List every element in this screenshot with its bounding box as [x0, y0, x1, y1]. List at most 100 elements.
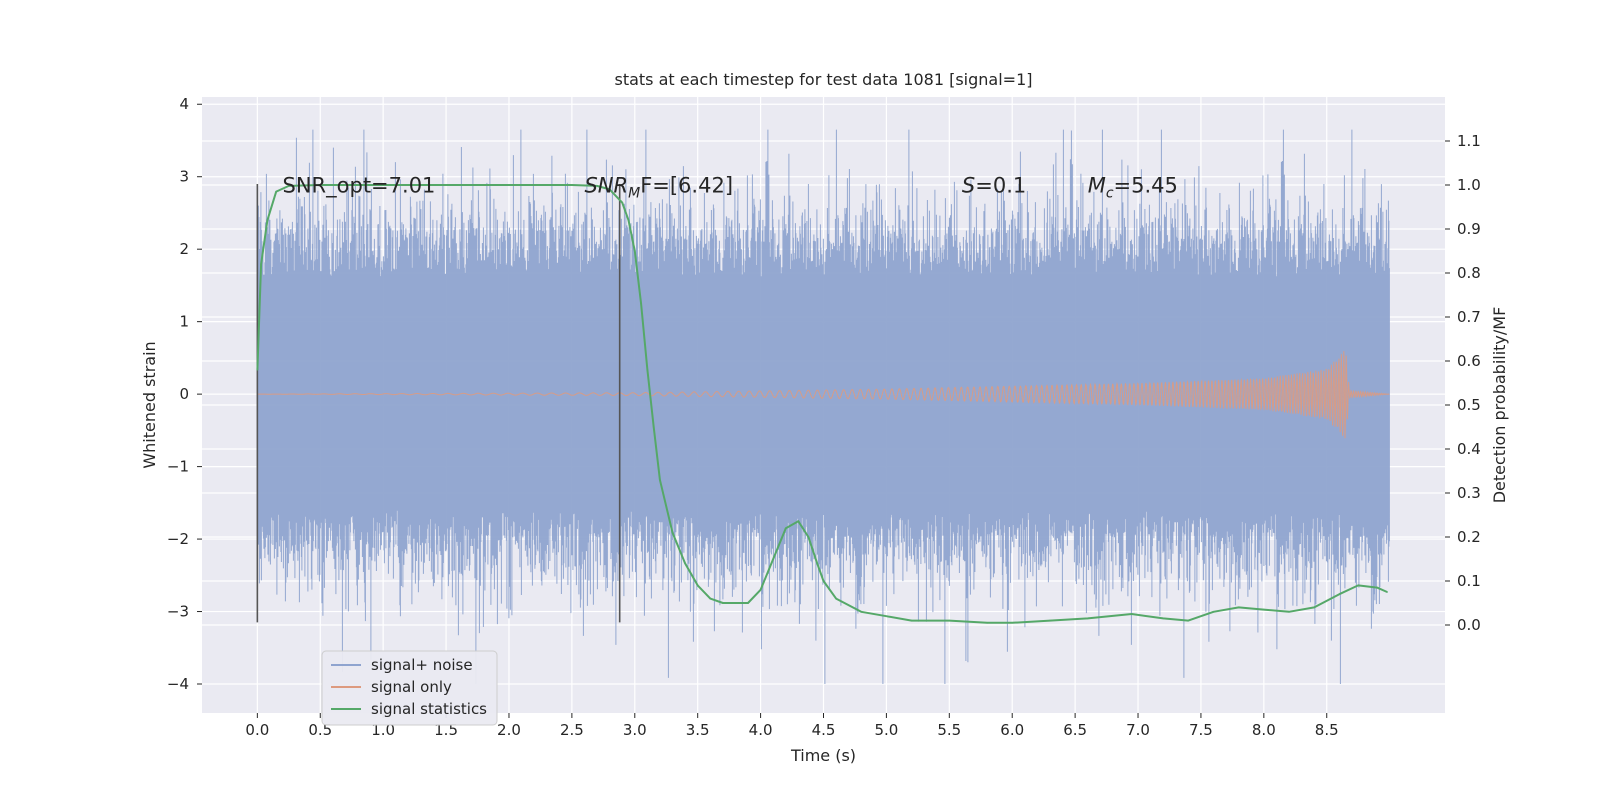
statistics-point — [822, 580, 825, 582]
y2-tick-label: 0.9 — [1457, 220, 1481, 238]
annotation-rest: =5.45 — [1114, 173, 1178, 197]
x-tick-label: 3.5 — [686, 721, 710, 739]
statistics-point — [807, 536, 810, 538]
statistics-point — [684, 562, 686, 565]
legend-label: signal statistics — [371, 700, 487, 718]
statistics-point — [508, 184, 510, 186]
y-tick-label: 3 — [179, 168, 189, 186]
statistics-point — [734, 602, 737, 604]
statistics-point — [627, 219, 630, 221]
y-axis-label: Whitened strain — [140, 341, 159, 468]
statistics-point — [1386, 591, 1388, 593]
statistics-point — [266, 219, 269, 221]
statistics-point — [1376, 586, 1378, 589]
legend-label: signal only — [371, 678, 452, 696]
statistics-point — [1313, 606, 1315, 609]
x-tick-label: 3.0 — [623, 721, 647, 739]
statistics-point — [797, 520, 800, 522]
y-tick-label: 0 — [179, 385, 189, 403]
x-tick-label: 0.0 — [245, 721, 269, 739]
y-tick-label: 2 — [179, 240, 189, 258]
statistics-point — [652, 426, 655, 428]
y-tick-label: −4 — [167, 675, 189, 693]
y2-tick-label: 0.5 — [1457, 396, 1481, 414]
y2-tick-label: 1.1 — [1457, 132, 1481, 150]
statistics-point — [319, 184, 322, 186]
statistics-point — [910, 619, 913, 622]
statistics-point — [596, 185, 598, 187]
statistics-point — [621, 201, 624, 204]
statistics-point — [646, 369, 649, 371]
x-tick-label: 6.5 — [1063, 721, 1087, 739]
statistics-point — [772, 558, 774, 560]
y-tick-label: −2 — [167, 530, 189, 548]
statistics-point — [722, 602, 724, 604]
series-signal-only — [257, 351, 1390, 439]
statistics-point — [986, 622, 988, 624]
y2-tick-label: 0.7 — [1457, 308, 1481, 326]
annotation-main: M — [1088, 173, 1106, 197]
statistics-point — [671, 531, 674, 534]
statistics-point — [608, 188, 611, 191]
x-tick-label: 4.0 — [749, 721, 773, 739]
annotation-text: SNR_opt=7.01 — [283, 173, 436, 198]
x-tick-label: 4.5 — [812, 721, 836, 739]
chart-title: stats at each timestep for test data 108… — [614, 70, 1032, 89]
annotation-rest: F=[6.42] — [640, 173, 733, 197]
x-tick-label: 8.0 — [1252, 721, 1276, 739]
statistics-point — [1288, 611, 1290, 613]
x-tick-label: 5.5 — [937, 721, 961, 739]
statistics-point — [1237, 606, 1240, 609]
statistics-point — [382, 184, 384, 186]
annotation-rest: =0.1 — [975, 173, 1026, 197]
y2-tick-label: 0.4 — [1457, 440, 1481, 458]
y2-tick-label: 0.3 — [1457, 484, 1481, 502]
statistics-point — [1212, 611, 1215, 613]
statistics-point — [759, 589, 762, 591]
statistics-point — [1263, 608, 1265, 611]
statistics-point — [1162, 617, 1164, 620]
statistics-point — [1187, 619, 1190, 622]
statistics-point — [260, 263, 262, 266]
statistics-point — [860, 611, 863, 613]
statistics-point — [816, 562, 819, 565]
annotation-main: SNR — [584, 173, 628, 197]
statistics-point — [1338, 593, 1341, 595]
y2-tick-label: 0.0 — [1457, 616, 1481, 634]
legend-box — [321, 650, 498, 726]
y-tick-label: 1 — [179, 313, 189, 331]
statistics-point — [1357, 584, 1359, 587]
x-tick-label: 2.0 — [497, 721, 521, 739]
y2-axis-label: Detection probability/MF — [1490, 307, 1509, 504]
y2-tick-label: 0.2 — [1457, 528, 1481, 546]
statistics-point — [640, 303, 642, 305]
annotation-subscript: M — [628, 185, 640, 201]
y2-tick-label: 0.8 — [1457, 264, 1481, 282]
statistics-point — [696, 584, 699, 587]
x-tick-label: 7.0 — [1126, 721, 1150, 739]
x-tick-label: 7.5 — [1189, 721, 1213, 739]
y2-tick-label: 1.0 — [1457, 176, 1481, 194]
statistics-point — [948, 619, 951, 622]
x-tick-label: 5.0 — [874, 721, 898, 739]
x-tick-label: 6.0 — [1000, 721, 1024, 739]
y-tick-label: −3 — [167, 603, 189, 621]
statistics-point — [571, 184, 573, 186]
x-tick-label: 8.5 — [1315, 721, 1339, 739]
statistics-point — [835, 597, 837, 600]
annotation-main: S — [962, 173, 975, 197]
statistics-point — [1049, 619, 1051, 622]
y2-tick-label: 0.6 — [1457, 352, 1481, 370]
annotation-text: SNRMF=[6.42] — [584, 173, 733, 201]
statistics-point — [659, 479, 661, 481]
statistics-point — [288, 185, 290, 187]
x-tick-label: 2.5 — [560, 721, 584, 739]
statistics-point — [784, 527, 787, 529]
statistics-point — [1086, 617, 1089, 620]
x-axis-label: Time (s) — [790, 746, 856, 765]
legend-label: signal+ noise — [371, 656, 473, 674]
statistics-point — [709, 597, 712, 600]
statistics-point — [633, 250, 636, 252]
